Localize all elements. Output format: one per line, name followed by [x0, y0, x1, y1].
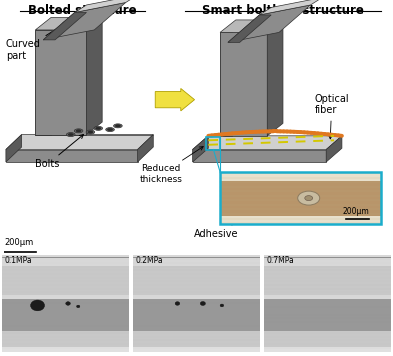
Bar: [264, 255, 391, 297]
Text: 0.1MPa: 0.1MPa: [4, 256, 32, 266]
Text: 200μm: 200μm: [342, 207, 369, 216]
Polygon shape: [228, 5, 310, 42]
Circle shape: [220, 304, 224, 307]
Bar: [220, 172, 381, 181]
Bar: [133, 295, 260, 299]
Polygon shape: [43, 12, 86, 40]
Circle shape: [298, 191, 320, 205]
Ellipse shape: [86, 130, 95, 134]
Ellipse shape: [96, 127, 101, 130]
Bar: [264, 295, 391, 299]
Bar: [264, 297, 391, 331]
Polygon shape: [35, 30, 86, 135]
Circle shape: [200, 302, 206, 305]
Bar: [133, 255, 260, 297]
Ellipse shape: [108, 129, 113, 131]
Polygon shape: [138, 135, 153, 162]
Ellipse shape: [76, 130, 81, 132]
Polygon shape: [326, 136, 342, 162]
Polygon shape: [6, 135, 22, 162]
Bar: [206, 137, 220, 150]
Polygon shape: [259, 0, 322, 15]
Bar: [264, 331, 391, 352]
Circle shape: [77, 305, 80, 308]
Circle shape: [175, 302, 180, 305]
Polygon shape: [193, 136, 342, 150]
Ellipse shape: [74, 129, 83, 133]
Polygon shape: [43, 2, 126, 40]
Bar: [133, 331, 260, 352]
Polygon shape: [220, 20, 283, 32]
Text: Curved
part: Curved part: [6, 22, 68, 61]
Bar: [2, 255, 129, 297]
Ellipse shape: [88, 131, 93, 133]
Bar: [220, 215, 381, 224]
Polygon shape: [35, 30, 51, 135]
Polygon shape: [220, 32, 267, 136]
Ellipse shape: [94, 126, 103, 130]
Bar: [2, 347, 129, 352]
Ellipse shape: [106, 127, 114, 132]
Ellipse shape: [68, 134, 73, 136]
Bar: [264, 255, 391, 266]
Polygon shape: [193, 136, 208, 162]
Circle shape: [305, 196, 313, 201]
Polygon shape: [267, 20, 283, 136]
Bar: [2, 295, 129, 299]
Bar: [133, 255, 260, 266]
Text: 0.7MPa: 0.7MPa: [266, 256, 294, 266]
Polygon shape: [75, 0, 138, 12]
Text: Reduced
thickness: Reduced thickness: [140, 147, 203, 184]
Bar: [2, 331, 129, 352]
Text: Bolts: Bolts: [35, 135, 83, 169]
Ellipse shape: [114, 124, 122, 128]
Polygon shape: [35, 17, 102, 30]
Polygon shape: [6, 135, 153, 150]
Bar: [133, 297, 260, 331]
Text: Bolted structure: Bolted structure: [28, 4, 137, 17]
Text: Smart boltless structure: Smart boltless structure: [202, 4, 364, 17]
Circle shape: [66, 302, 70, 305]
Polygon shape: [220, 32, 232, 136]
Bar: [220, 172, 381, 224]
Ellipse shape: [66, 132, 75, 137]
Polygon shape: [86, 17, 102, 135]
Bar: [220, 172, 381, 224]
Text: 0.2MPa: 0.2MPa: [136, 256, 163, 266]
Ellipse shape: [116, 125, 121, 127]
Bar: [2, 255, 129, 266]
FancyArrow shape: [155, 89, 195, 111]
Polygon shape: [228, 15, 271, 42]
Bar: [264, 347, 391, 352]
Text: Optical
fiber: Optical fiber: [314, 94, 349, 139]
Text: Adhesive: Adhesive: [194, 206, 264, 239]
Circle shape: [31, 300, 44, 311]
Polygon shape: [6, 150, 138, 162]
Bar: [133, 347, 260, 352]
Text: 200μm: 200μm: [4, 238, 33, 247]
Bar: [2, 297, 129, 331]
Polygon shape: [193, 150, 326, 162]
